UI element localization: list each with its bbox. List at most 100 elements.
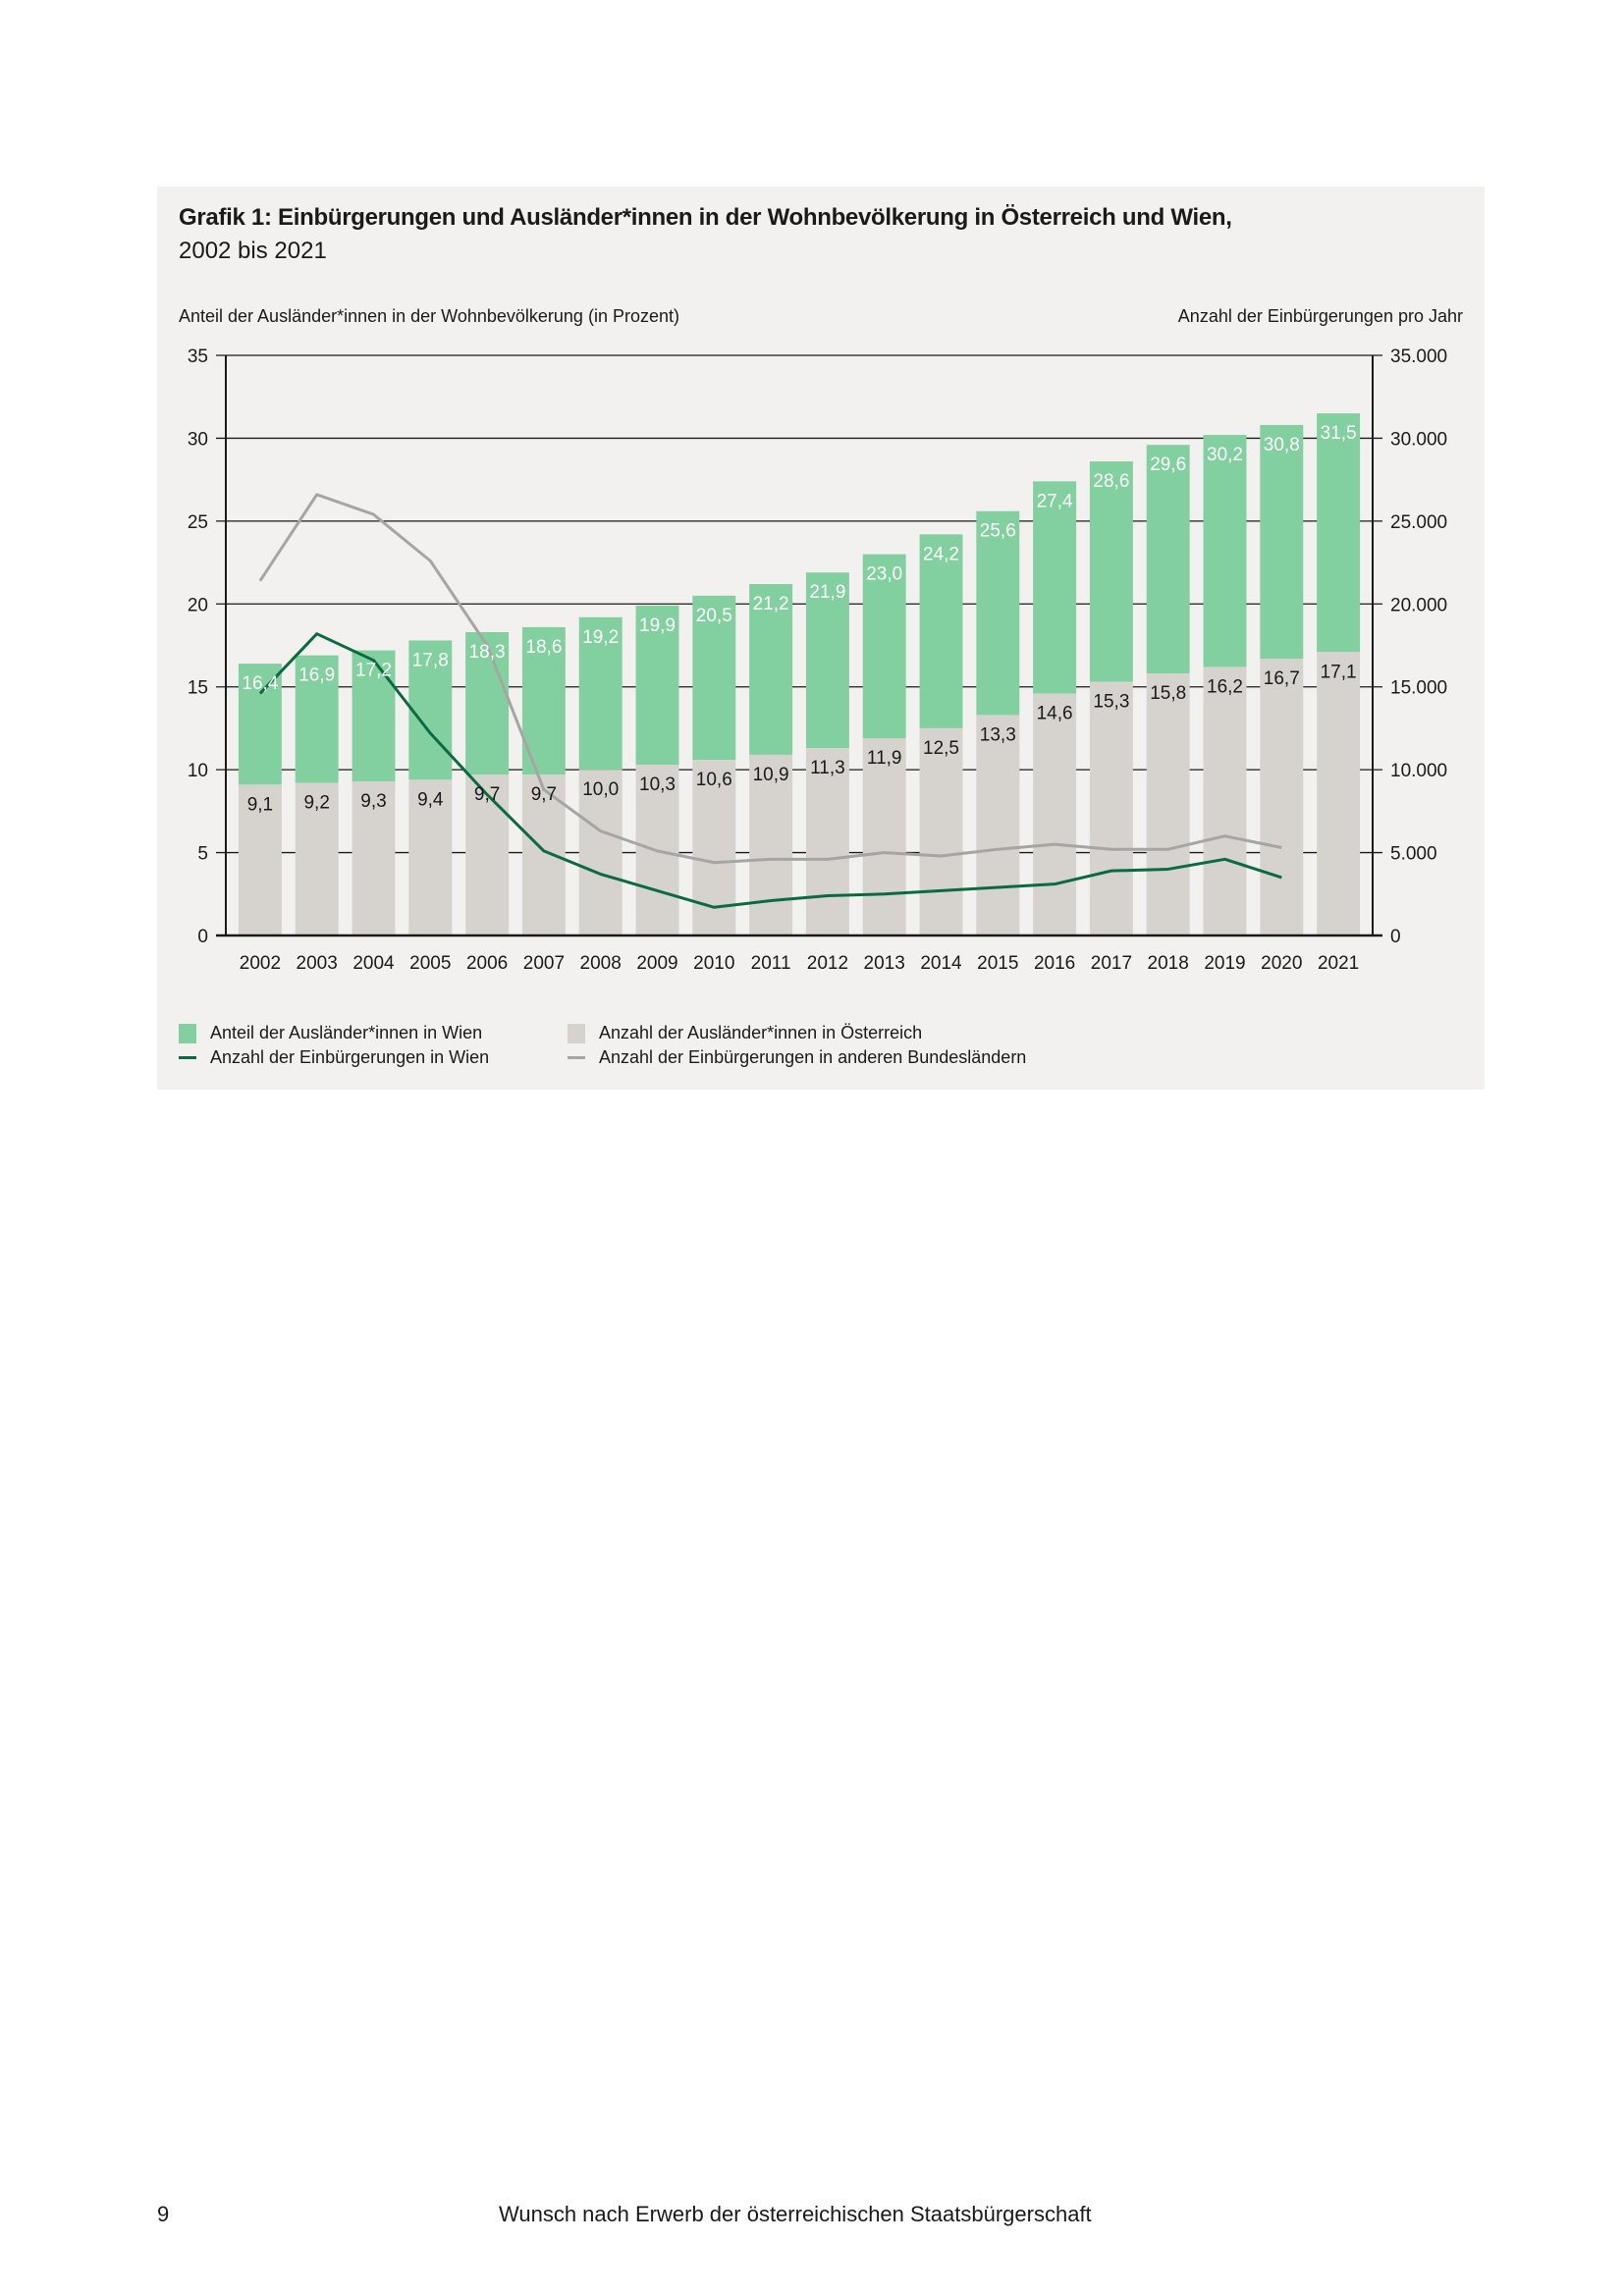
bar-wien-share <box>465 631 510 775</box>
data-label-austria-share: 17,1 <box>1321 662 1357 682</box>
legend-left: Anteil der Ausländer*innen in Wien Anzah… <box>179 1021 489 1070</box>
bar-wien-share <box>635 605 679 766</box>
x-tick-label: 2018 <box>1148 953 1189 974</box>
data-label-wien-share: 16,4 <box>242 673 278 694</box>
data-label-wien-share: 16,9 <box>298 666 335 686</box>
x-tick-label: 2012 <box>807 953 848 974</box>
legend-swatch-green-box <box>179 1023 196 1043</box>
data-label-austria-share: 13,3 <box>980 724 1016 745</box>
x-tick-label: 2015 <box>977 953 1018 974</box>
data-label-wien-share: 21,9 <box>809 582 845 603</box>
y-tick-left: 15 <box>188 678 208 699</box>
legend-item-wien-naturalisations: Anzahl der Einbürgerungen in Wien <box>179 1045 489 1070</box>
x-tick-label: 2003 <box>297 953 338 974</box>
y-tick-left: 35 <box>188 347 208 367</box>
data-label-austria-share: 10,3 <box>639 774 676 795</box>
legend-item-other-naturalisations: Anzahl der Einbürgerungen in anderen Bun… <box>568 1045 1026 1070</box>
bar-wien-share <box>976 510 1020 716</box>
bar-wien-share <box>1317 413 1361 653</box>
legend-label: Anzahl der Einbürgerungen in anderen Bun… <box>599 1047 1027 1067</box>
data-label-austria-share: 16,7 <box>1264 668 1300 689</box>
data-label-wien-share: 28,6 <box>1093 471 1129 492</box>
y-tick-left: 20 <box>188 595 208 615</box>
bar-austria-share <box>238 784 282 935</box>
legend-item-austria-share: Anzahl der Ausländer*innen in Österreich <box>568 1021 1026 1045</box>
data-label-wien-share: 27,4 <box>1037 491 1073 511</box>
data-label-wien-share: 29,6 <box>1150 454 1186 475</box>
bar-austria-share <box>295 782 339 935</box>
data-label-wien-share: 30,2 <box>1207 445 1243 465</box>
bar-wien-share <box>352 650 396 781</box>
legend-label: Anzahl der Ausländer*innen in Österreich <box>599 1023 923 1042</box>
data-label-austria-share: 11,9 <box>867 748 902 769</box>
legend-label: Anteil der Ausländer*innen in Wien <box>210 1023 483 1042</box>
data-label-austria-share: 10,6 <box>696 770 732 790</box>
x-tick-label: 2006 <box>466 953 508 974</box>
data-label-austria-share: 14,6 <box>1037 703 1073 723</box>
bar-wien-share <box>578 616 623 771</box>
chart-panel: Grafik 1: Einbürgerungen und Ausländer*i… <box>157 187 1485 1090</box>
data-label-wien-share: 31,5 <box>1321 423 1357 444</box>
left-axis-label: Anteil der Ausländer*innen in der Wohnbe… <box>179 306 679 326</box>
x-tick-label: 2010 <box>693 953 734 974</box>
x-tick-label: 2004 <box>352 953 395 974</box>
bar-wien-share <box>1089 461 1133 682</box>
bar-wien-share <box>295 655 339 783</box>
data-label-austria-share: 9,7 <box>531 784 557 805</box>
x-tick-label: 2005 <box>409 953 451 974</box>
bar-austria-share <box>578 770 623 935</box>
y-tick-left: 5 <box>197 844 208 865</box>
bar-austria-share <box>749 754 793 935</box>
y-tick-right: 0 <box>1390 927 1401 947</box>
legend-swatch-darkgreen-line <box>179 1056 196 1059</box>
data-label-austria-share: 16,2 <box>1207 676 1243 697</box>
x-tick-label: 2008 <box>580 953 622 974</box>
bar-austria-share <box>1033 693 1077 935</box>
data-label-wien-share: 23,0 <box>866 564 902 585</box>
x-tick-label: 2016 <box>1034 953 1075 974</box>
data-label-austria-share: 9,4 <box>417 789 444 810</box>
data-label-austria-share: 9,2 <box>303 793 329 814</box>
x-tick-label: 2011 <box>751 953 791 974</box>
bar-wien-share <box>408 640 453 780</box>
y-tick-right: 15.000 <box>1390 678 1447 699</box>
x-tick-label: 2014 <box>920 953 962 974</box>
bar-wien-share <box>862 554 906 739</box>
data-label-wien-share: 20,5 <box>696 606 732 626</box>
bar-austria-share <box>976 715 1020 935</box>
data-label-austria-share: 15,8 <box>1150 683 1186 704</box>
data-label-wien-share: 19,2 <box>582 627 619 648</box>
bar-wien-share <box>1203 435 1247 667</box>
bar-austria-share <box>919 727 963 935</box>
page-number: 9 <box>157 2202 170 2226</box>
bar-wien-share <box>692 595 736 761</box>
y-tick-right: 10.000 <box>1390 761 1447 781</box>
x-tick-label: 2017 <box>1091 953 1132 974</box>
bar-austria-share <box>465 774 510 935</box>
bar-wien-share <box>919 534 963 728</box>
bar-wien-share <box>805 572 849 749</box>
bar-austria-share <box>1260 659 1304 935</box>
line-wien-naturalisations <box>258 632 1282 909</box>
data-label-wien-share: 19,9 <box>639 615 676 636</box>
data-label-austria-share: 9,7 <box>474 784 500 805</box>
y-tick-left: 30 <box>188 429 208 450</box>
bar-wien-share <box>1146 445 1190 674</box>
data-label-wien-share: 30,8 <box>1264 435 1300 455</box>
legend-item-wien-share: Anteil der Ausländer*innen in Wien <box>179 1021 489 1045</box>
chart-title: Grafik 1: Einbürgerungen und Ausländer*i… <box>179 204 1232 231</box>
data-label-austria-share: 10,0 <box>582 779 619 800</box>
right-axis-label: Anzahl der Einbürgerungen pro Jahr <box>1177 306 1463 326</box>
bar-austria-share <box>1317 652 1361 935</box>
y-tick-right: 25.000 <box>1390 512 1447 533</box>
x-tick-label: 2009 <box>636 953 677 974</box>
x-tick-label: 2013 <box>864 953 905 974</box>
data-label-wien-share: 25,6 <box>980 521 1016 542</box>
x-tick-label: 2021 <box>1318 953 1359 974</box>
bar-austria-share <box>408 779 453 935</box>
data-label-austria-share: 9,3 <box>360 791 386 812</box>
bar-austria-share <box>862 738 906 935</box>
chart-subtitle: 2002 bis 2021 <box>179 238 327 264</box>
legend-swatch-grey-line <box>568 1056 585 1059</box>
x-tick-label: 2019 <box>1204 953 1245 974</box>
